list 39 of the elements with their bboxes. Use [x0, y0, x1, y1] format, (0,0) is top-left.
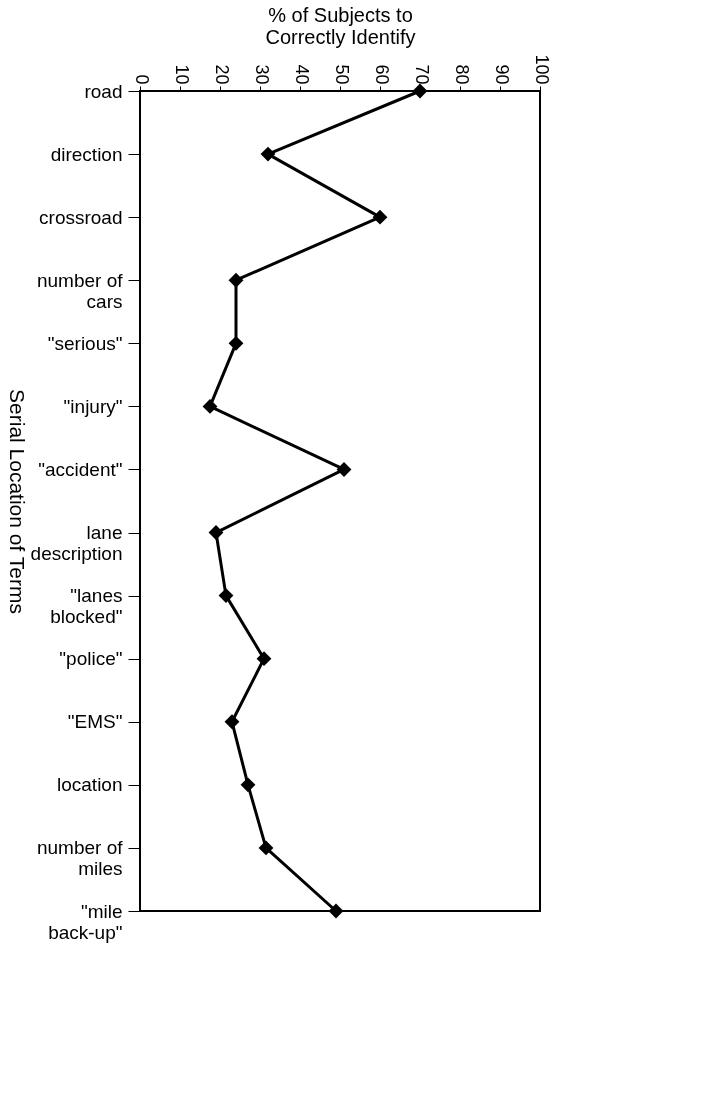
- x-tick-label: 20: [211, 64, 232, 85]
- point: [260, 146, 276, 162]
- y-tick-label: "injury": [63, 395, 123, 417]
- point: [328, 903, 344, 919]
- y-tick-label: road: [84, 80, 123, 102]
- y-tick-label: "accident": [38, 458, 123, 480]
- point: [224, 714, 240, 730]
- x-tick-label: 100: [531, 54, 552, 85]
- y-tick-label: "serious": [47, 332, 123, 354]
- x-tick-label: 70: [411, 64, 432, 85]
- y-tick-label: lane description: [30, 522, 123, 565]
- x-tick-label: 30: [251, 64, 272, 85]
- y-axis-title: Serial Location of Terms: [5, 389, 29, 614]
- point: [412, 83, 428, 99]
- y-tick-label: number of miles: [36, 837, 124, 880]
- x-tick-label: 60: [371, 64, 392, 85]
- y-tick-label: location: [57, 774, 123, 796]
- x-axis-title: % of Subjects to Correctly Identify: [265, 4, 416, 49]
- x-tick-label: 40: [291, 64, 312, 85]
- x-tick-label: 10: [171, 64, 192, 85]
- point: [202, 398, 218, 414]
- y-tick-label: crossroad: [39, 206, 123, 228]
- point: [218, 588, 234, 604]
- y-tick-label: "police": [59, 648, 123, 670]
- point: [256, 651, 272, 667]
- point: [258, 840, 274, 856]
- point: [228, 335, 244, 351]
- x-tick-label: 90: [491, 64, 512, 85]
- y-tick-label: "EMS": [67, 711, 123, 733]
- y-tick-label: "lanes blocked": [50, 585, 123, 628]
- point: [240, 777, 256, 793]
- y-tick-label: "mile back-up": [48, 900, 123, 943]
- x-tick-label: 50: [331, 64, 352, 85]
- y-tick-label: number of cars: [36, 269, 124, 312]
- point: [228, 272, 244, 288]
- x-tick-label: 80: [451, 64, 472, 85]
- x-tick-label: 0: [131, 74, 152, 85]
- y-tick-label: direction: [50, 143, 123, 165]
- point: [372, 209, 388, 225]
